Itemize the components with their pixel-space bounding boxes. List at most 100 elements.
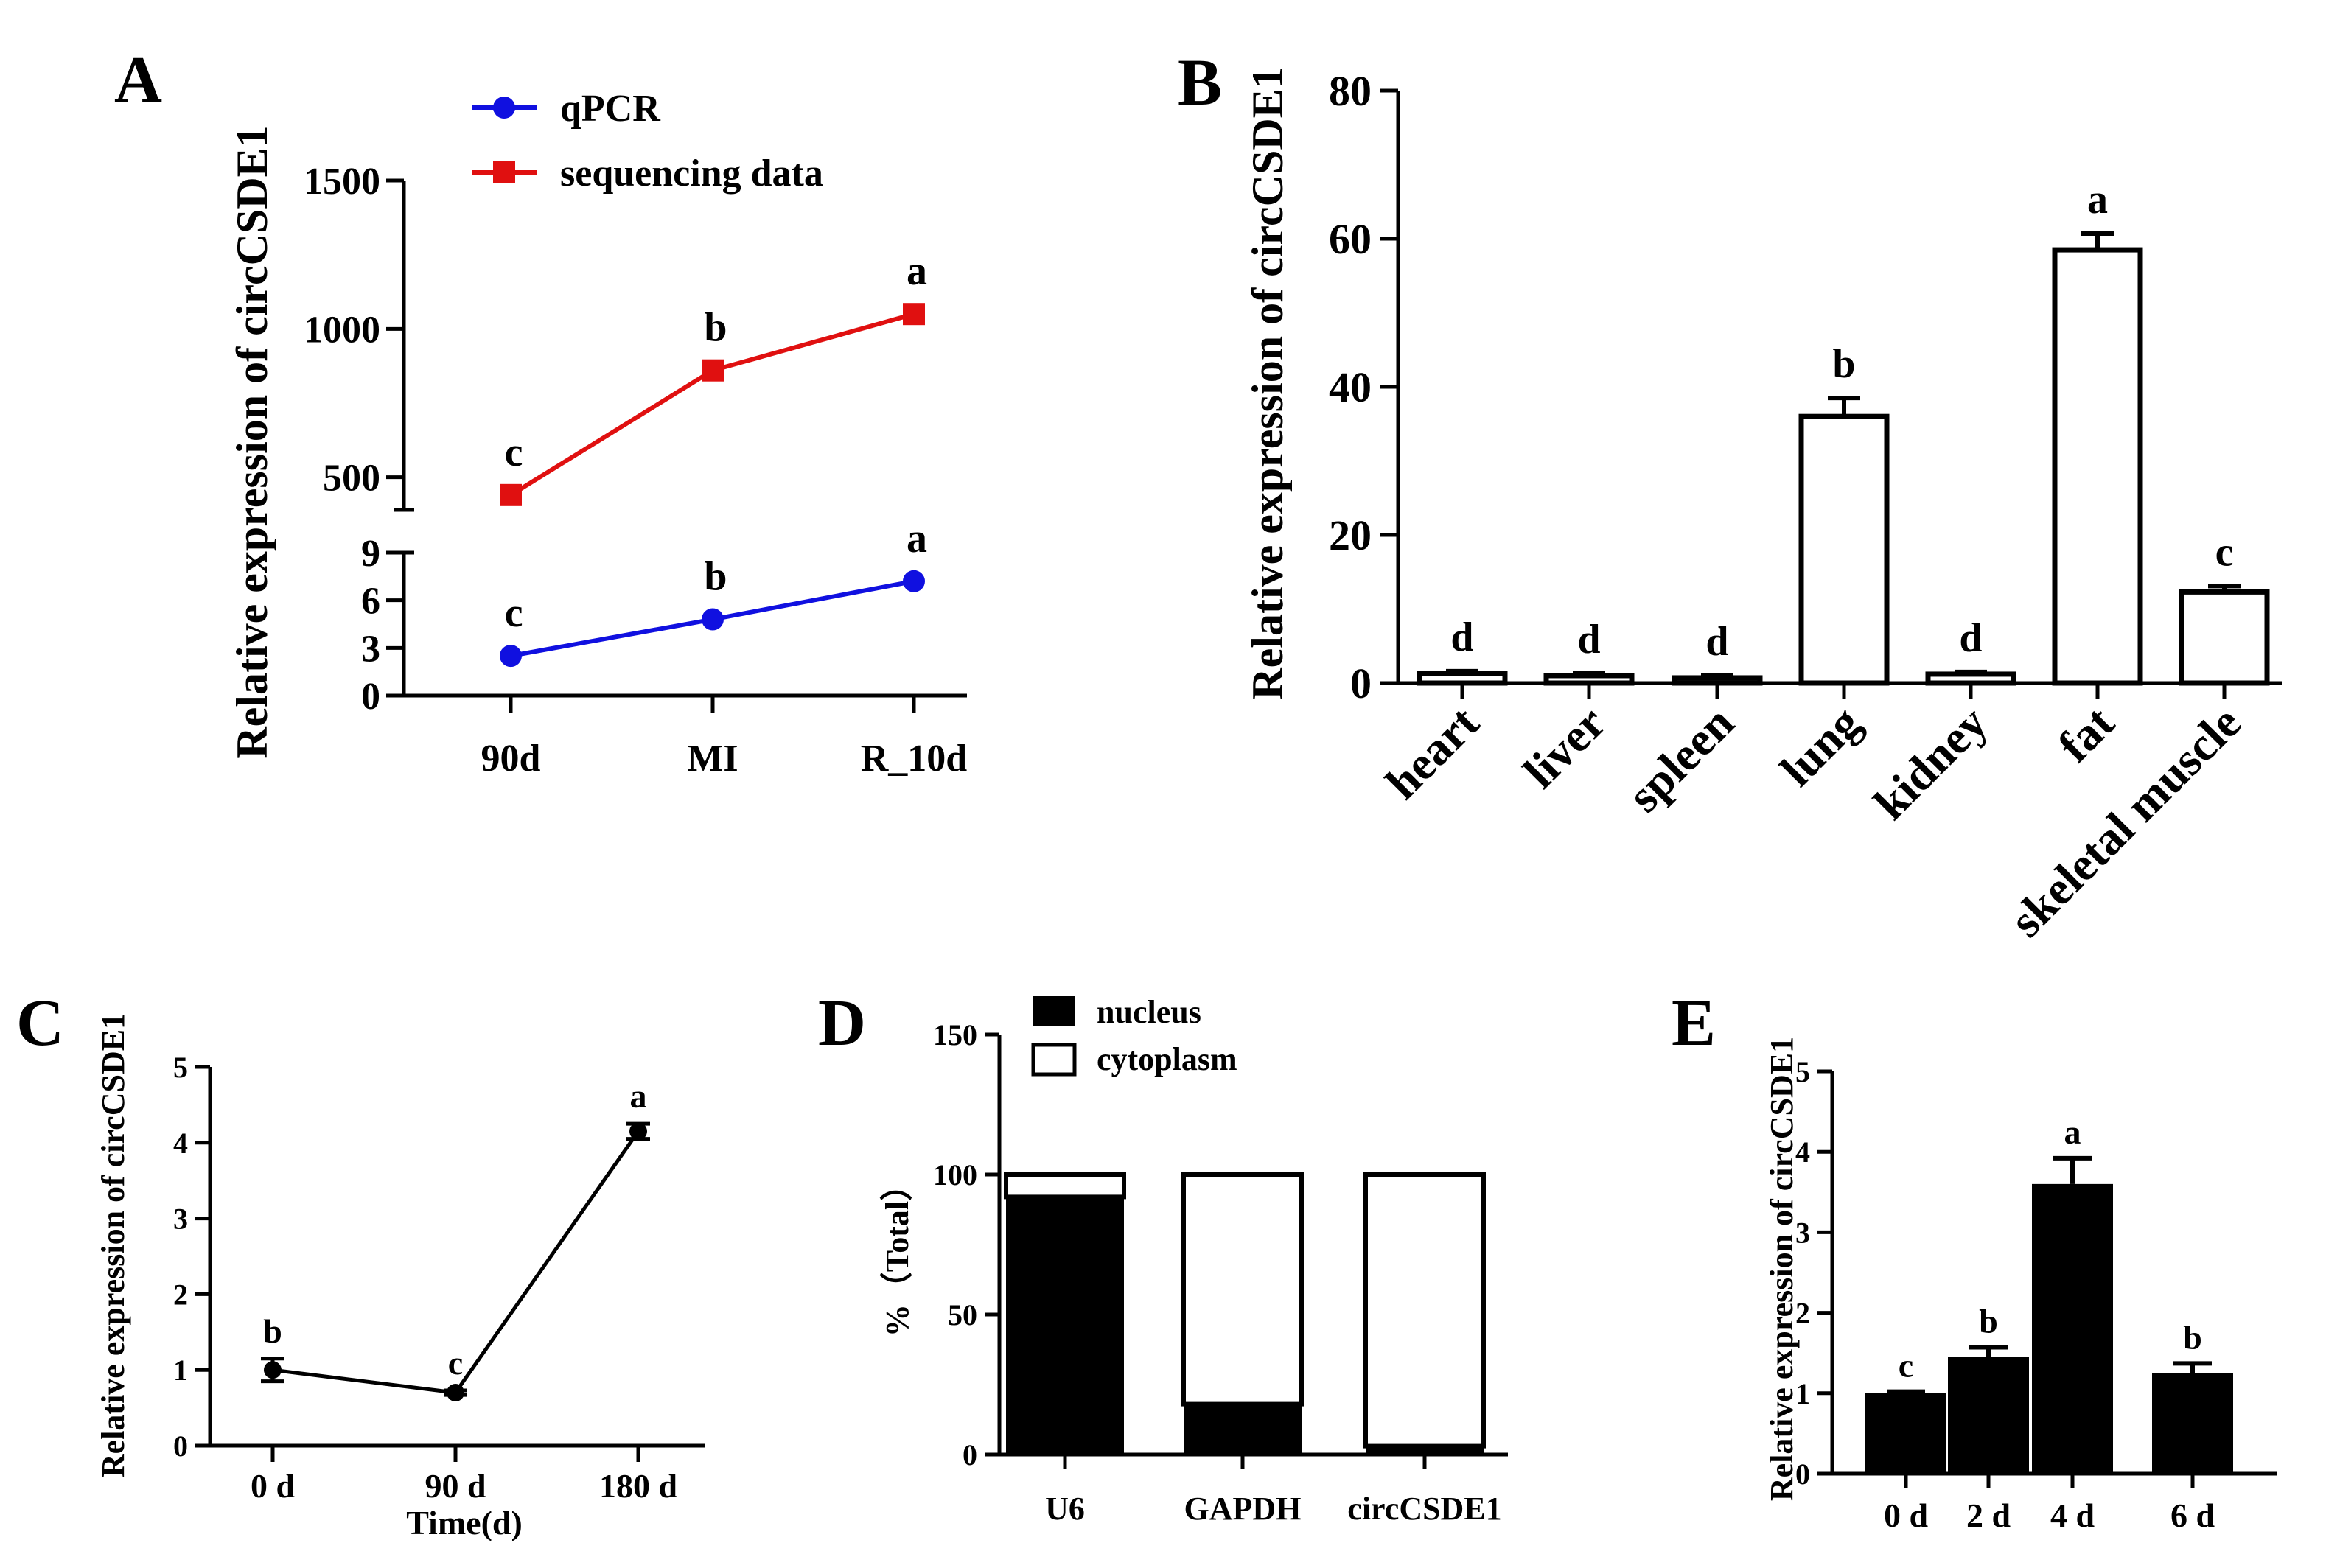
y-tick-label: 2 (173, 1278, 188, 1311)
y-axis-label: Relative expression of circCSDE1 (1764, 1037, 1800, 1501)
bar (1672, 675, 1763, 686)
significance-letter: b (1832, 341, 1855, 387)
significance-letter: c (2215, 529, 2234, 575)
significance-letter: c (1899, 1347, 1913, 1385)
panel-letter: D (818, 987, 866, 1060)
sequencing-point (702, 359, 724, 382)
y-tick-label: 5 (1795, 1055, 1810, 1088)
panel-letter: B (1178, 46, 1222, 119)
y-tick-label: 20 (1329, 511, 1372, 559)
y-tick-label: 3 (1795, 1216, 1810, 1249)
x-tick-label: liver (1514, 696, 1616, 798)
y-tick-label: 2 (1795, 1297, 1810, 1330)
significance-letter: a (630, 1077, 647, 1115)
nucleus-segment (1184, 1404, 1302, 1455)
qpcr-point (500, 645, 522, 668)
y-tick-label: 1 (173, 1354, 188, 1387)
significance-letter: d (1959, 615, 1982, 661)
legend-label: nucleus (1097, 994, 1201, 1030)
y-tick-label: 0 (173, 1429, 188, 1463)
significance-letter: c (505, 430, 523, 475)
significance-letter: a (2064, 1113, 2081, 1151)
legend-marker (493, 161, 515, 183)
y-tick-label: 5 (173, 1051, 188, 1084)
sequencing-point (500, 483, 522, 506)
qpcr-point (702, 608, 724, 631)
x-tick-label: 180 d (599, 1467, 678, 1505)
panel-letter: C (16, 987, 64, 1060)
significance-letter: c (505, 590, 523, 636)
y-tick-label: 0 (1350, 659, 1372, 707)
significance-letter: c (448, 1344, 463, 1382)
legend-label: sequencing data (560, 153, 823, 195)
significance-letter: d (1705, 619, 1728, 665)
y-tick-label: 0 (361, 676, 380, 718)
y-tick-label: 6 (361, 581, 380, 623)
y-axis-label: Relative expression of circCSDE1 (228, 125, 276, 758)
bar (1948, 1357, 2029, 1474)
y-tick-label: 3 (173, 1203, 188, 1236)
x-tick-label: U6 (1045, 1491, 1085, 1527)
cytoplasm-segment (1363, 1172, 1486, 1449)
x-tick-label: fat (2048, 696, 2124, 771)
legend-swatch-nucleus (1033, 996, 1075, 1026)
legend-label: qPCR (560, 88, 661, 130)
x-tick-label: 2 d (1966, 1497, 2011, 1534)
y-tick-label: 3 (361, 628, 380, 670)
y-tick-label: 4 (173, 1127, 188, 1160)
bar (2032, 1183, 2113, 1474)
data-point (264, 1361, 282, 1379)
x-tick-label: 0 d (1884, 1497, 1929, 1534)
legend-label: cytoplasm (1097, 1041, 1237, 1077)
x-tick-label: skeletal muscle (2000, 696, 2251, 948)
x-tick-label: lung (1770, 696, 1871, 797)
x-tick-label: 4 d (2050, 1497, 2095, 1534)
x-tick-label: R_10d (861, 738, 968, 780)
x-tick-label: GAPDH (1184, 1491, 1302, 1527)
y-axis-label: Relative expression of circCSDE1 (1243, 66, 1292, 699)
y-tick-label: 9 (361, 533, 380, 575)
x-tick-label: kidney (1864, 696, 1997, 830)
y-tick-label: 500 (323, 458, 380, 500)
x-axis-label: Time(d) (406, 1504, 523, 1541)
sequencing-point (903, 303, 925, 326)
y-tick-label: 1 (1795, 1377, 1810, 1410)
significance-letter: a (907, 516, 927, 561)
x-tick-label: 0 d (251, 1467, 296, 1505)
y-tick-label: 80 (1329, 67, 1372, 115)
y-tick-label: 60 (1329, 215, 1372, 263)
bar (2179, 589, 2270, 686)
x-tick-label: heart (1376, 696, 1489, 809)
y-tick-label: 4 (1795, 1135, 1810, 1169)
bar (1543, 673, 1635, 686)
data-point (447, 1384, 464, 1402)
y-tick-label: 0 (963, 1438, 977, 1471)
legend-marker (493, 97, 515, 119)
panel-b-bar-chart: B 0 20 40 60 80 Relative expression of circCSD… (1178, 46, 2282, 947)
significance-letter: a (907, 248, 927, 294)
panel-d-stacked-bar-chart: D 0 50 100 150 %（Total） U6 GAPDH circCSDE1 nucleu… (818, 987, 1508, 1527)
y-tick-label: 1000 (304, 309, 380, 351)
bar (1417, 671, 1508, 686)
significance-letter: b (1979, 1303, 1998, 1340)
x-tick-label: circCSDE1 (1347, 1491, 1501, 1527)
nucleus-segment (1006, 1197, 1124, 1455)
panel-a-line-chart: A 500 1000 1500 0 3 6 9 90d MI R_10d Relative expre… (114, 43, 967, 780)
bar (1798, 413, 1890, 686)
panel-letter: A (114, 43, 162, 116)
significance-letter: a (2087, 177, 2108, 223)
significance-letter: b (2183, 1318, 2202, 1356)
panel-letter: E (1672, 987, 1716, 1060)
legend-swatch-cytoplasm (1031, 1043, 1077, 1077)
cytoplasm-segment (1004, 1172, 1126, 1200)
x-tick-label: 90 d (425, 1467, 486, 1505)
y-tick-label: 100 (933, 1158, 977, 1191)
y-axis-label: Relative expression of circCSDE1 (95, 1013, 131, 1477)
significance-letter: b (263, 1312, 282, 1350)
y-tick-label: 0 (1795, 1457, 1810, 1491)
x-tick-label: spleen (1618, 696, 1744, 822)
significance-letter: b (704, 554, 727, 600)
y-tick-label: 50 (948, 1298, 977, 1331)
